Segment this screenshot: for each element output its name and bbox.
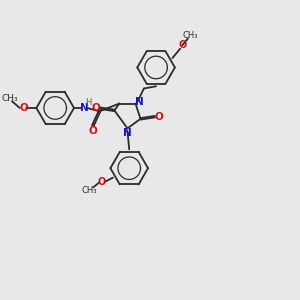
Text: CH₃: CH₃ (1, 94, 18, 103)
Text: O: O (178, 40, 187, 50)
Text: CH₃: CH₃ (183, 31, 198, 40)
Text: CH₃: CH₃ (82, 186, 98, 195)
Text: O: O (155, 112, 164, 122)
Text: N: N (135, 97, 144, 107)
Text: O: O (91, 103, 100, 113)
Text: O: O (97, 178, 106, 188)
Text: H: H (85, 98, 91, 107)
Text: N: N (80, 103, 88, 113)
Text: O: O (20, 103, 28, 113)
Text: N: N (123, 128, 132, 138)
Text: O: O (88, 125, 97, 136)
